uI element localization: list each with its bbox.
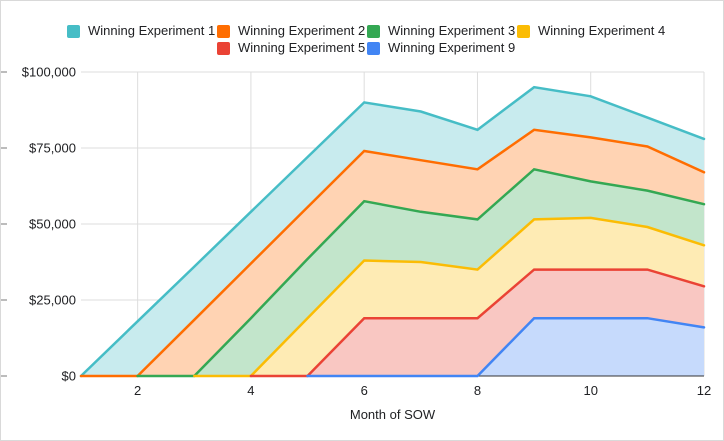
series-line-winning-experiment-4 [193,216,706,378]
chart-legend: Winning Experiment 1 Winning Experiment 2… [1,1,723,59]
x-tick-label: 8 [474,383,481,398]
x-tick-label: 2 [134,383,141,398]
series-line-winning-experiment-5 [249,268,706,378]
legend-label: Winning Experiment 3 [388,23,516,38]
legend-label: Winning Experiment 2 [238,23,366,38]
legend-item-winning-experiment-1: Winning Experiment 1 [67,24,215,38]
legend-item-winning-experiment-2: Winning Experiment 2 [217,24,365,38]
x-tick-label: 12 [697,383,711,398]
legend-item-winning-experiment-3: Winning Experiment 3 [367,24,515,38]
series-line-winning-experiment-3 [136,167,706,378]
y-tick-label: $100,000 [22,65,76,80]
y-tick-label: $0 [62,369,76,384]
legend-swatch-winning-experiment-3 [367,24,380,38]
legend-swatch-winning-experiment-5 [217,41,230,55]
x-axis-title: Month of SOW [349,407,436,422]
x-tick-label: 10 [583,383,597,398]
series-area-winning-experiment-9 [307,318,704,376]
y-tick-label: $50,000 [29,217,76,232]
legend-swatch-winning-experiment-2 [217,24,230,38]
legend-item-winning-experiment-4: Winning Experiment 4 [517,24,665,38]
legend-label: Winning Experiment 1 [88,23,216,38]
x-tick-label: 4 [247,383,254,398]
y-tick-label: $25,000 [29,293,76,308]
legend-swatch-winning-experiment-4 [517,24,530,38]
legend-label: Winning Experiment 4 [538,23,666,38]
legend-item-winning-experiment-9: Winning Experiment 9 [367,41,515,55]
legend-swatch-winning-experiment-1 [67,24,80,38]
x-tick-label: 6 [361,383,368,398]
series-line-winning-experiment-2 [79,128,706,378]
y-tick-label: $75,000 [29,141,76,156]
legend-item-winning-experiment-5: Winning Experiment 5 [217,41,365,55]
legend-label: Winning Experiment 9 [388,40,516,55]
legend-swatch-winning-experiment-9 [367,41,380,55]
series-line-winning-experiment-1 [79,85,706,378]
series-line-winning-experiment-9 [306,316,706,378]
legend-label: Winning Experiment 5 [238,40,366,55]
